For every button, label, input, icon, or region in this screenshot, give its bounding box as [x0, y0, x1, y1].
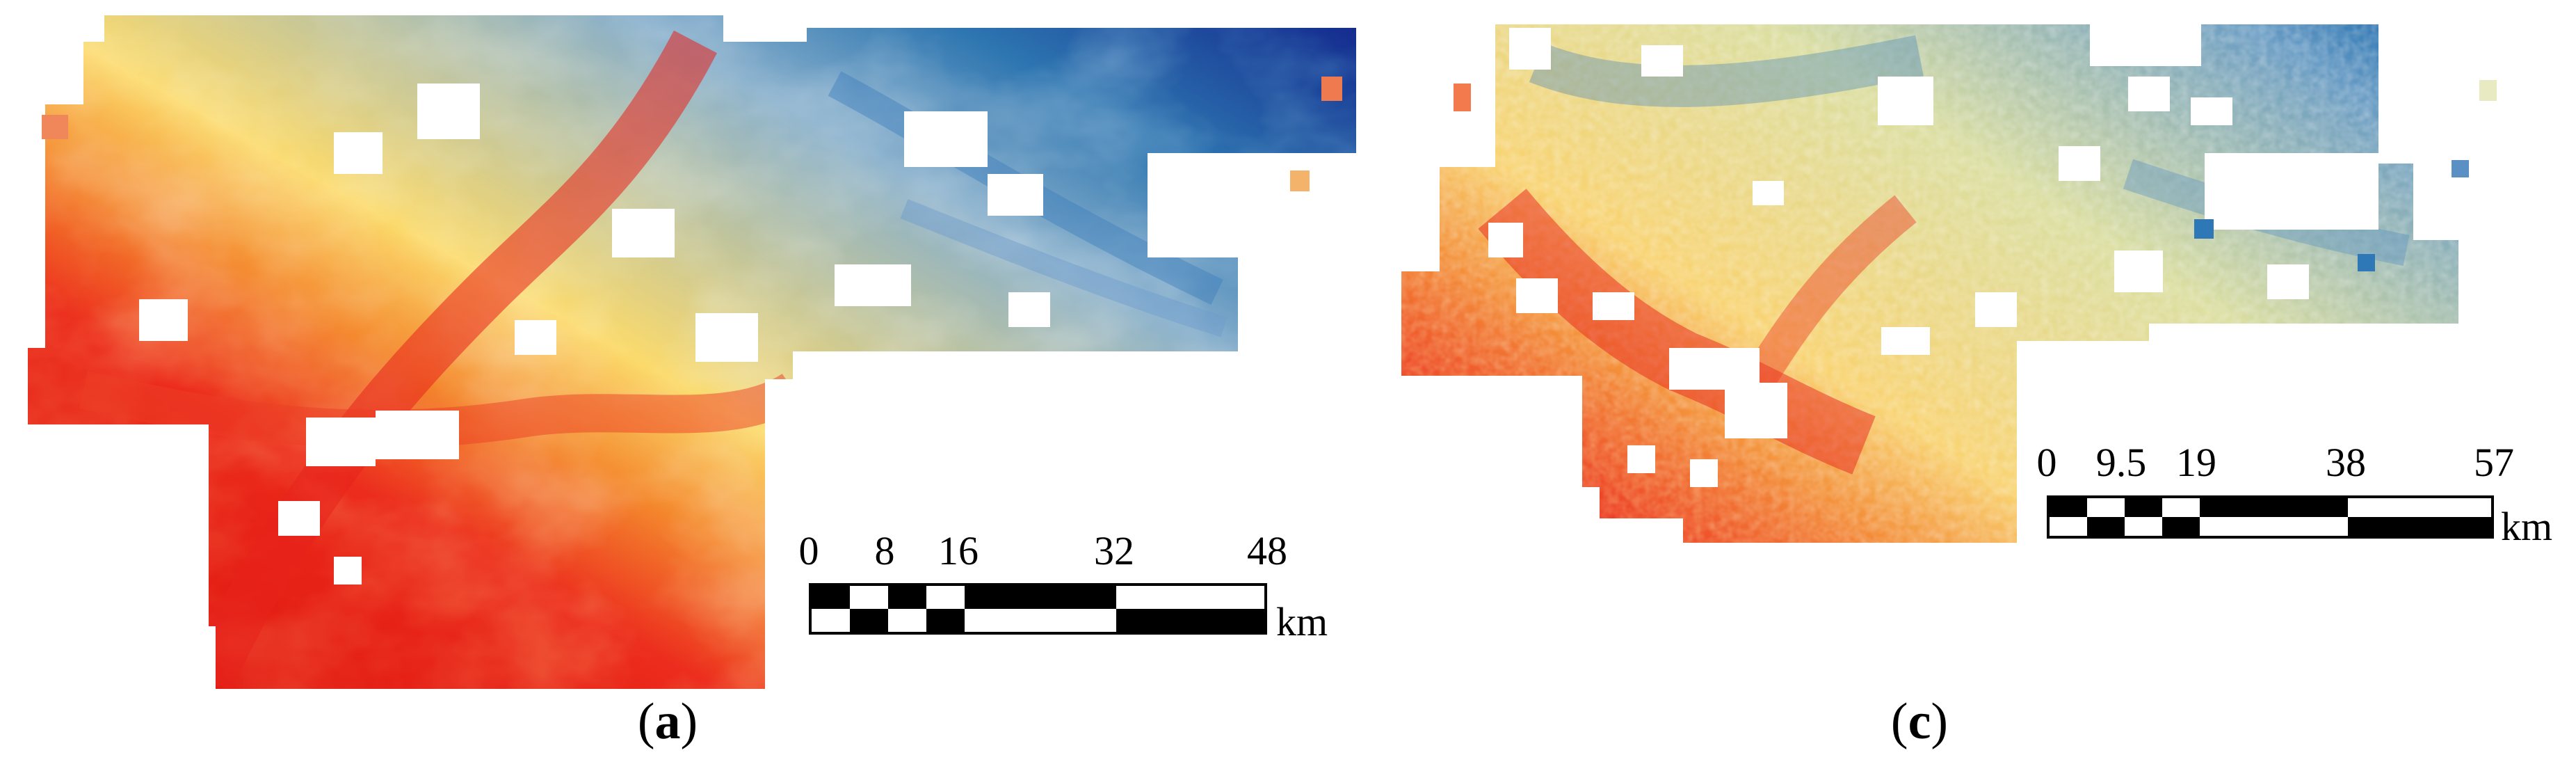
panel-caption-a: (a) [637, 693, 698, 750]
map-panel-a: 0 8 16 32 48 km (a) [28, 15, 1356, 750]
scale-tick-label: 32 [1094, 528, 1134, 573]
scale-tick-label: 38 [2326, 440, 2366, 485]
raster-map-a [28, 15, 1356, 689]
scale-unit-label: km [2501, 504, 2553, 549]
scale-tick-label: 16 [938, 528, 979, 573]
raster-map-c [1401, 24, 2497, 543]
scale-tick-label: 8 [874, 528, 895, 573]
scale-tick-label: 19 [2176, 440, 2216, 485]
scale-tick-label: 9.5 [2095, 440, 2147, 485]
scale-tick-label: 0 [798, 528, 819, 573]
scale-tick-label: 0 [2036, 440, 2057, 485]
panel-caption-c: (c) [1890, 693, 1949, 750]
scale-bar [2047, 495, 2494, 539]
scale-unit-label: km [1276, 599, 1328, 644]
map-panel-c: 0 9.5 19 38 57 km (c) [1363, 0, 2576, 771]
scale-tick-label: 48 [1247, 528, 1287, 573]
scale-bar [809, 583, 1267, 635]
scale-tick-label: 57 [2474, 440, 2514, 485]
